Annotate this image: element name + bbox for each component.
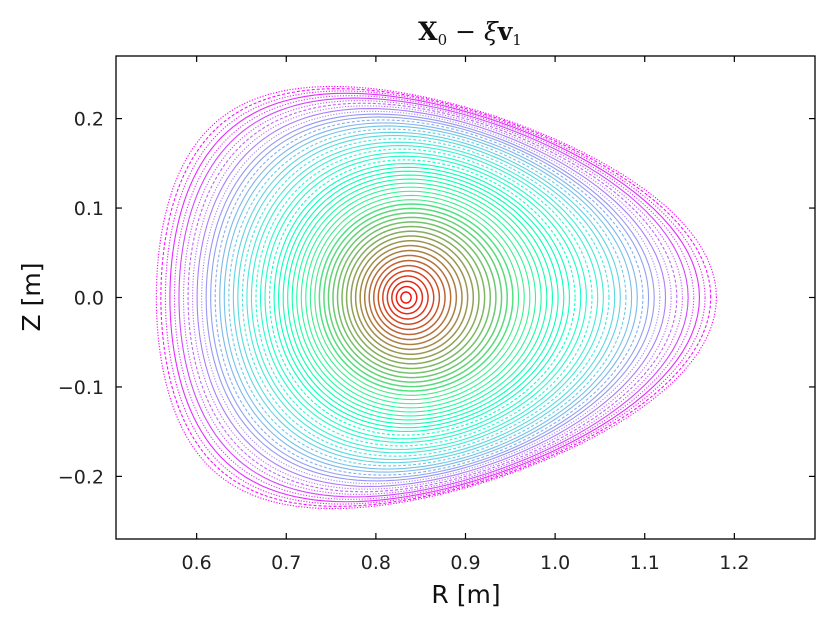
- flux-surface: [395, 285, 418, 310]
- flux-surface: [192, 105, 672, 490]
- flux-surface: [282, 170, 559, 425]
- chart-title: X0 − ξv1: [418, 17, 522, 49]
- flux-surface: [264, 155, 582, 440]
- flux-surface: [178, 97, 689, 498]
- flux-surface: [296, 182, 542, 413]
- y-tick-label: 0.1: [74, 198, 104, 220]
- flux-surface: [246, 141, 604, 454]
- flux-surface: [196, 107, 667, 488]
- flux-surfaces: [155, 85, 717, 510]
- flux-surface: [332, 216, 497, 379]
- x-tick-label: 1.2: [719, 552, 749, 574]
- flux-surface: [273, 163, 570, 432]
- flux-surface: [223, 125, 633, 470]
- y-axis-label: Z [m]: [17, 263, 46, 332]
- x-tick-label: 0.8: [361, 552, 391, 574]
- x-tick-label: 1.1: [630, 552, 660, 574]
- flux-surface: [318, 203, 514, 392]
- flux-surface: [354, 240, 469, 355]
- flux-surface: [187, 102, 678, 493]
- flux-surface: [287, 174, 554, 421]
- x-axis-label: R [m]: [431, 580, 500, 609]
- flux-surface: [278, 166, 565, 429]
- flux-surface: [219, 122, 638, 473]
- flux-surface: [336, 221, 492, 374]
- x-tick-label: 0.6: [182, 552, 212, 574]
- flux-surface: [169, 92, 701, 503]
- flux-surface: [309, 194, 525, 401]
- flux-surface: [210, 116, 650, 479]
- y-tick-label: −0.1: [58, 377, 104, 399]
- flux-surface: [368, 254, 452, 341]
- x-tick-label: 0.9: [450, 552, 480, 574]
- flux-surface: [305, 190, 531, 405]
- flux-surface: [382, 270, 435, 325]
- y-tick-label: 0.0: [74, 288, 104, 310]
- flux-surface: [363, 249, 458, 346]
- flux-surface: [259, 152, 587, 443]
- flux-surface: [173, 95, 695, 500]
- flux-surface: [201, 110, 661, 485]
- flux-surface: [350, 235, 475, 360]
- flux-surface: [232, 131, 621, 464]
- flux-surface: [377, 264, 441, 331]
- flux-surface: [250, 145, 599, 450]
- flux-surface: [300, 186, 537, 409]
- flux-surface: [345, 230, 480, 365]
- flux-surface: [237, 134, 616, 461]
- y-tick-label: 0.2: [74, 109, 104, 131]
- flux-surface: [160, 88, 712, 507]
- flux-surface: [323, 207, 508, 388]
- flux-surface: [228, 128, 627, 467]
- flux-surface: [327, 212, 503, 383]
- flux-surface: [372, 259, 446, 336]
- flux-surface: [314, 199, 520, 396]
- flux-surface: [214, 119, 644, 476]
- flux-surface: [391, 280, 424, 315]
- flux-surface: [164, 90, 706, 505]
- flux-surface: [359, 244, 463, 351]
- flux-surface: [400, 291, 412, 304]
- x-tick-label: 0.7: [271, 552, 301, 574]
- flux-surface: [291, 178, 548, 417]
- x-tick-label: 1.0: [540, 552, 570, 574]
- flux-surface: [269, 159, 576, 436]
- flux-surface: [386, 275, 429, 320]
- y-tick-label: −0.2: [58, 466, 104, 488]
- flux-surface: [205, 113, 655, 482]
- axis-ticks: 0.6 0.7 0.8 0.9 1.0 1.1 1.2 −0.2 −0.1 0.0 0.1 0.2: [58, 56, 815, 574]
- flux-surface: [341, 225, 486, 370]
